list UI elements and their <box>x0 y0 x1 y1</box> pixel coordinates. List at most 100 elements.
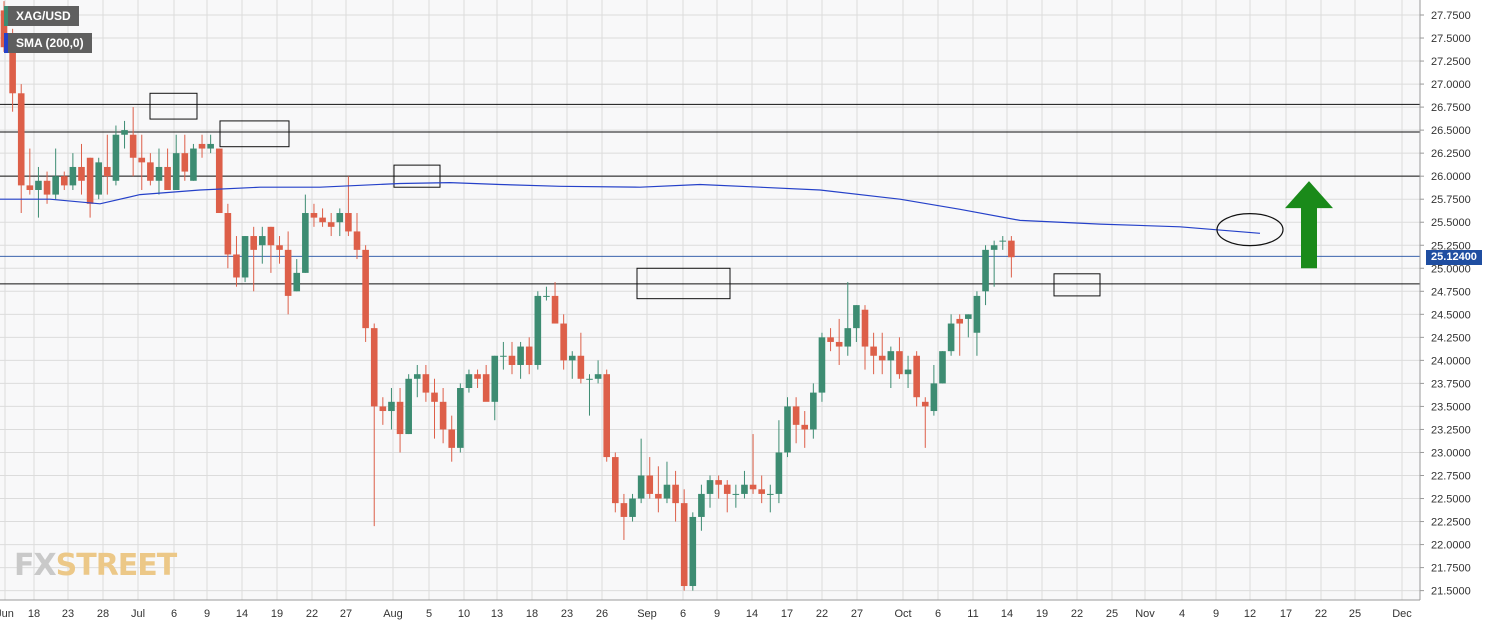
x-tick-label: 14 <box>236 608 248 620</box>
x-tick-label: 10 <box>458 608 470 620</box>
logo-suffix: STREET <box>55 548 178 583</box>
bear-candle <box>86 157 94 204</box>
bull-candle <box>534 295 542 365</box>
x-tick-label: Aug <box>383 608 403 620</box>
bull-candle <box>52 176 59 195</box>
x-tick-label: 13 <box>491 608 503 620</box>
bear-candle <box>620 503 628 517</box>
x-tick-label: Dec <box>1392 608 1412 620</box>
bull-candle <box>663 484 671 499</box>
bull-candle <box>568 355 576 361</box>
bull-candle <box>784 406 791 453</box>
x-tick-label: 12 <box>1244 608 1256 620</box>
bull-candle <box>465 374 473 389</box>
x-tick-label: 17 <box>781 608 793 620</box>
bull-candle <box>336 213 344 223</box>
bull-candle <box>741 484 748 494</box>
logo-prefix: FX <box>14 548 57 583</box>
bull-candle <box>457 388 464 448</box>
bull-candle <box>95 162 103 195</box>
candlesticks <box>0 1 1015 591</box>
bear-candle <box>396 401 404 435</box>
x-tick-label: Jul <box>131 608 145 620</box>
bull-candle <box>732 493 740 495</box>
bull-candle <box>594 374 602 379</box>
bear-candle <box>267 226 275 246</box>
bull-candle <box>190 148 197 181</box>
x-tick-label: 22 <box>1071 608 1083 620</box>
fxstreet-logo: FXSTREET <box>14 548 178 583</box>
bear-candle <box>138 157 146 163</box>
x-tick-label: 23 <box>62 608 74 620</box>
bear-candle <box>353 231 361 250</box>
bull-candle <box>939 351 946 384</box>
bull-candle <box>766 493 774 495</box>
highlight-ellipse <box>1216 212 1284 247</box>
bull-candle <box>810 392 817 430</box>
bear-candle <box>276 245 283 250</box>
y-tick-label: 27.5000 <box>1431 33 1471 45</box>
y-tick-label: 24.2500 <box>1431 332 1471 344</box>
indicator-color-swatch <box>4 33 8 53</box>
bull-candle <box>990 245 998 250</box>
bear-candle <box>1008 240 1015 258</box>
bear-candle <box>327 222 335 227</box>
y-tick-label: 24.5000 <box>1431 309 1471 321</box>
bear-candle <box>422 374 430 393</box>
legend-indicator[interactable]: SMA (200,0) <box>4 33 92 53</box>
legend-symbol[interactable]: XAG/USD <box>4 6 79 26</box>
bull-candle <box>965 314 972 319</box>
y-tick-label: 26.7500 <box>1431 102 1471 114</box>
bull-candle <box>887 351 895 361</box>
bull-candle <box>500 355 507 357</box>
bull-candle <box>35 180 42 190</box>
y-tick-label: 26.2500 <box>1431 148 1471 160</box>
bull-candle <box>543 295 550 297</box>
bear-candle <box>17 93 25 186</box>
y-tick-label: 27.7500 <box>1431 10 1471 22</box>
y-tick-label: 23.7500 <box>1431 378 1471 390</box>
bull-candle <box>844 328 852 347</box>
bear-candle <box>164 166 171 190</box>
bear-candle <box>43 180 51 195</box>
bear-candle <box>26 185 34 190</box>
bull-candle <box>689 516 697 587</box>
bear-candle <box>104 166 111 177</box>
resistance-boxes <box>149 92 1101 300</box>
bull-candle <box>388 401 395 412</box>
bear-candle <box>551 295 559 324</box>
bear-candle <box>861 309 869 347</box>
bull-candle <box>904 369 912 375</box>
bear-candle <box>870 346 877 356</box>
bear-candle <box>508 355 516 365</box>
bear-candle <box>310 213 318 218</box>
bear-candle <box>362 249 369 329</box>
bear-candle <box>827 337 834 342</box>
x-tick-label: 14 <box>1001 608 1013 620</box>
bear-candle <box>560 323 567 361</box>
bull-candle <box>405 378 412 435</box>
bear-candle <box>284 249 292 296</box>
y-tick-label: 22.7500 <box>1431 471 1471 483</box>
bull-candle <box>947 323 955 352</box>
bear-candle <box>715 480 722 485</box>
resistance-box <box>149 92 198 120</box>
x-tick-label: 28 <box>97 608 109 620</box>
bull-candle <box>586 378 593 380</box>
x-tick-label: Oct <box>894 608 911 620</box>
y-tick-label: 27.2500 <box>1431 56 1471 68</box>
x-tick-label: Sep <box>637 608 657 620</box>
bear-candle <box>655 493 662 499</box>
bull-candle <box>69 166 77 186</box>
resistance-box <box>219 120 290 148</box>
bull-candle <box>930 383 938 412</box>
bullish-arrow-icon <box>1285 181 1333 269</box>
bull-candle <box>491 355 499 402</box>
bull-candle <box>706 480 714 494</box>
bear-candle <box>250 236 257 250</box>
y-tick-label: 22.2500 <box>1431 517 1471 529</box>
sma-line <box>0 181 1261 234</box>
bear-candle <box>0 10 8 48</box>
resistance-box <box>1053 273 1101 297</box>
